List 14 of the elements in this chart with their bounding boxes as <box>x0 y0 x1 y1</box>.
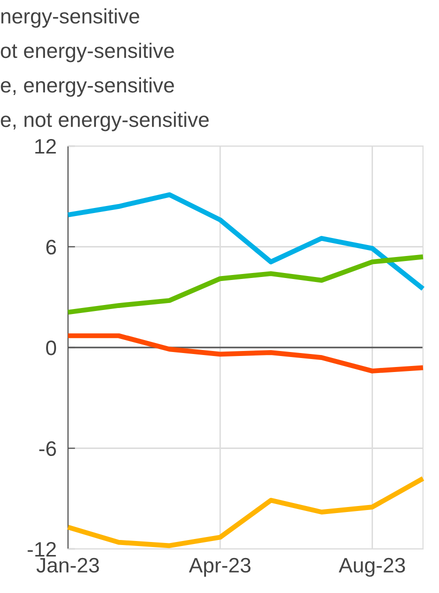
y-tick-label: 0 <box>46 340 56 356</box>
y-tick-label: 6 <box>46 240 56 255</box>
line-series <box>66 254 426 315</box>
y-tick-label: 12 <box>35 139 56 154</box>
x-tick-label: Jan-23 <box>36 558 99 573</box>
x-tick-label: Apr-23 <box>188 558 250 577</box>
y-tick-label: -6 <box>39 441 56 456</box>
text: e, not energy-sensitive <box>0 112 209 132</box>
y-tick-label: -12 <box>28 542 56 557</box>
x-tick-label: Aug-23 <box>338 558 405 577</box>
text: nergy-sensitive <box>1 8 140 28</box>
line-series <box>66 192 426 292</box>
text: e, energy-sensitive <box>0 77 174 97</box>
text: ot energy-sensitive <box>0 42 174 62</box>
